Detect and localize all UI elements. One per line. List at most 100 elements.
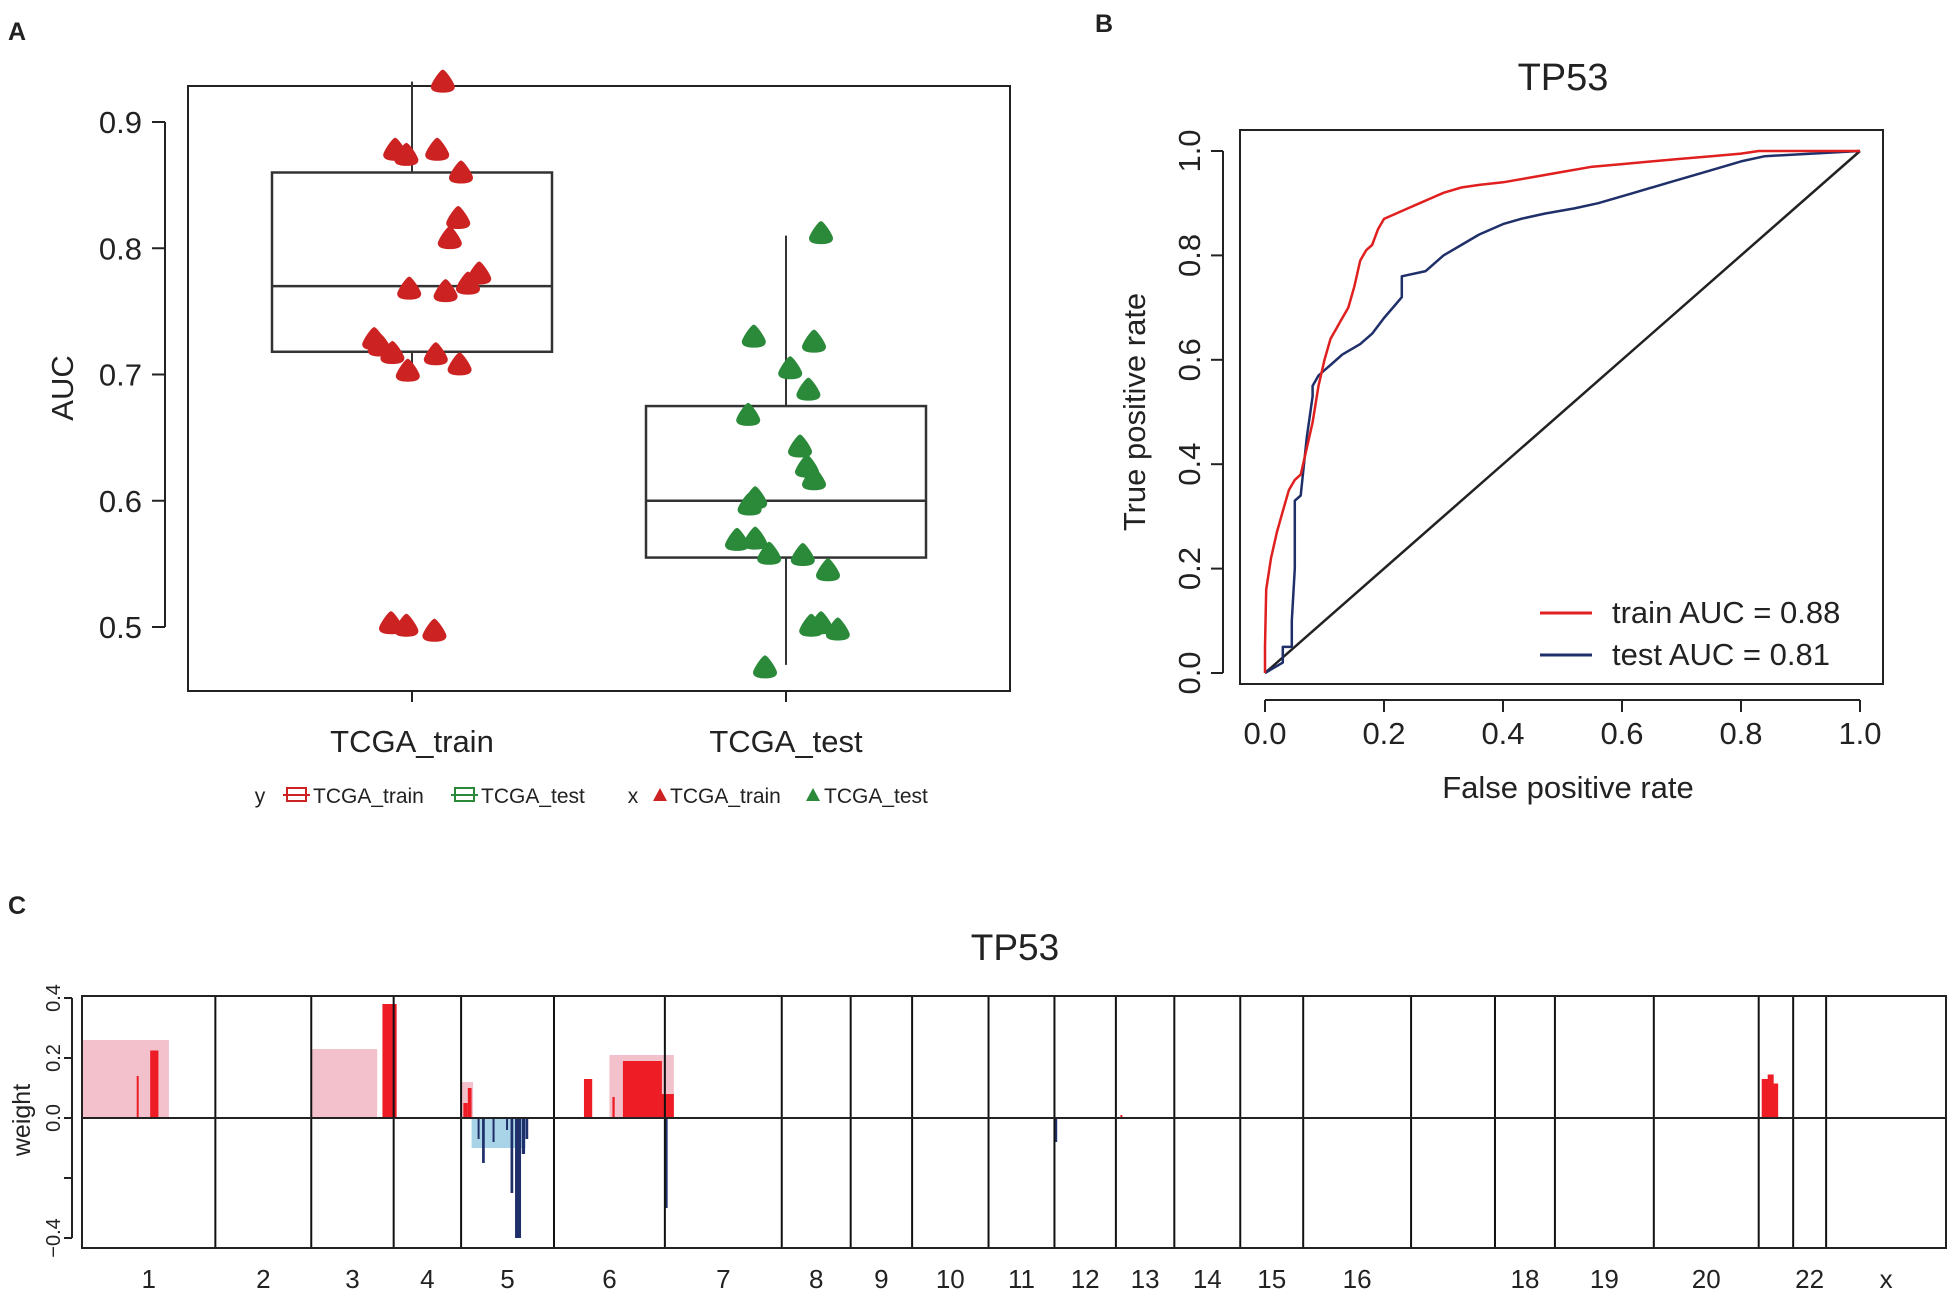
chromosome-label: 10 <box>936 1264 965 1292</box>
x-tick-label: 0.4 <box>1481 716 1524 751</box>
chromosome-label: x <box>1880 1264 1893 1292</box>
legend-x-title: x <box>628 785 639 808</box>
weight-bar <box>521 1118 526 1154</box>
weight-bar <box>506 1118 509 1130</box>
y-tick-label: 0.2 <box>43 1044 65 1072</box>
data-point <box>437 226 462 250</box>
x-tick-label: 0.2 <box>1362 716 1405 751</box>
data-point <box>790 543 815 567</box>
legend-train-label: train AUC = 0.88 <box>1612 595 1840 630</box>
data-point <box>423 342 448 366</box>
y-tick-label: 0.5 <box>99 610 142 645</box>
y-tick-label: 0.8 <box>1172 234 1207 277</box>
y-tick-label: 1.0 <box>1172 129 1207 172</box>
chromosome-label: 5 <box>500 1264 514 1292</box>
weight-bar <box>477 1118 480 1139</box>
panel-b-x-label: False positive rate <box>1442 770 1694 805</box>
chromosome-label: 20 <box>1692 1264 1721 1292</box>
data-point <box>394 142 419 166</box>
panel-c-title: TP53 <box>971 927 1059 968</box>
chromosome-label: 7 <box>716 1264 730 1292</box>
data-point <box>796 377 821 401</box>
panel-b-lines <box>1263 149 1861 675</box>
panel-label-b: B <box>1095 10 1113 38</box>
data-point <box>397 276 422 300</box>
y-tick-label: 0.4 <box>1172 443 1207 486</box>
weight-bar <box>649 1094 674 1118</box>
data-point <box>425 137 450 161</box>
y-tick-label: 0.9 <box>99 105 142 140</box>
shaded-region <box>461 1082 474 1118</box>
weight-bar <box>665 1118 668 1208</box>
panel-b-legend: train AUC = 0.88 test AUC = 0.81 <box>1540 595 1840 672</box>
legend-y-title: y <box>255 785 266 808</box>
chromosome-label: 18 <box>1510 1264 1539 1292</box>
panel-label-a: A <box>8 18 26 46</box>
data-point <box>757 541 782 565</box>
legend-x-train: TCGA_train <box>670 785 781 808</box>
legend-box-test-icon <box>451 787 478 802</box>
x-tick-label: 0.6 <box>1600 716 1643 751</box>
legend-triangle-train-icon <box>653 788 667 801</box>
chromosome-label: 22 <box>1795 1264 1824 1292</box>
weight-bar <box>515 1118 522 1238</box>
panel-a-x-axis: TCGA_train TCGA_test <box>330 691 863 759</box>
shaded-region <box>311 1049 378 1118</box>
y-tick-label: 0.6 <box>1172 338 1207 381</box>
chromosome-label: 6 <box>602 1264 616 1292</box>
panel-c-y-axis: 0.4 0.2 0.0 −0.4 <box>43 984 73 1258</box>
panel-label-c: C <box>8 892 26 920</box>
legend-y-train: TCGA_train <box>313 785 424 808</box>
legend-triangle-test-icon <box>806 788 820 801</box>
box-iqr <box>644 404 928 559</box>
chromosome-label: 2 <box>256 1264 270 1292</box>
chromosome-label: 19 <box>1590 1264 1619 1292</box>
data-point <box>446 205 471 229</box>
weight-bar <box>612 1097 615 1118</box>
chromosome-label: 1 <box>141 1264 155 1292</box>
panel-a-legend: y TCGA_train TCGA_test x TCGA_train TCGA… <box>255 785 928 808</box>
panel-a-boxplot: 0.5 0.6 0.7 0.8 0.9 AUC TCGA_train TCGA_test… <box>45 69 1011 808</box>
weight-bar <box>1120 1115 1123 1118</box>
data-point <box>422 618 447 642</box>
panel-c-weights: TP53 0.40.20.0−0.4 weight 1 2 3 4 5 6 7 8 9 10 11 1… <box>8 927 1947 1292</box>
y-tick-label: 0.8 <box>99 231 142 266</box>
roc-line-train <box>1263 149 1860 673</box>
data-point <box>433 279 458 303</box>
y-tick-label: 0.7 <box>99 358 142 393</box>
data-point <box>809 221 833 245</box>
x-tick-label-test: TCGA_test <box>709 724 863 759</box>
legend-box-train-icon <box>283 787 310 802</box>
data-point <box>816 558 840 582</box>
panel-b-frame <box>1239 129 1884 685</box>
data-point <box>788 434 812 458</box>
data-point <box>394 613 419 637</box>
panel-b-axes: 0.0 0.2 0.4 0.6 0.8 1.0 0.0 0.2 0.4 0.6 0.8 1.0 <box>1172 129 1882 751</box>
y-tick-label: 0.0 <box>43 1104 65 1132</box>
x-tick-label-train: TCGA_train <box>330 724 494 759</box>
data-point <box>380 341 405 365</box>
panel-c-x-axis: 1 2 3 4 5 6 7 8 9 10 11 12 13 14 15 16 18 19 20 22 x <box>141 1264 1892 1292</box>
x-tick-label: 1.0 <box>1838 716 1881 751</box>
data-point <box>395 358 420 382</box>
data-point <box>809 611 833 635</box>
panel-c-chromosome-dividers <box>214 996 1828 1248</box>
chromosome-label: 12 <box>1071 1264 1100 1292</box>
chromosome-label: 9 <box>874 1264 888 1292</box>
x-tick-label: 0.8 <box>1719 716 1762 751</box>
box-iqr <box>270 171 554 354</box>
panel-a-frame <box>187 85 1011 692</box>
y-tick-label: 0.0 <box>1172 651 1207 694</box>
panel-a-y-label: AUC <box>45 355 80 420</box>
weight-bar <box>1767 1074 1774 1118</box>
chromosome-label: 15 <box>1257 1264 1286 1292</box>
panel-c-bars <box>136 1004 1779 1238</box>
data-point <box>447 352 472 376</box>
data-point <box>743 526 768 550</box>
chromosome-label: 16 <box>1343 1264 1372 1292</box>
legend-x-test: TCGA_test <box>824 785 928 808</box>
panel-b-y-label: True positive rate <box>1117 293 1152 531</box>
weight-bar <box>525 1118 529 1139</box>
weight-bar <box>463 1103 468 1118</box>
data-point <box>741 324 766 348</box>
